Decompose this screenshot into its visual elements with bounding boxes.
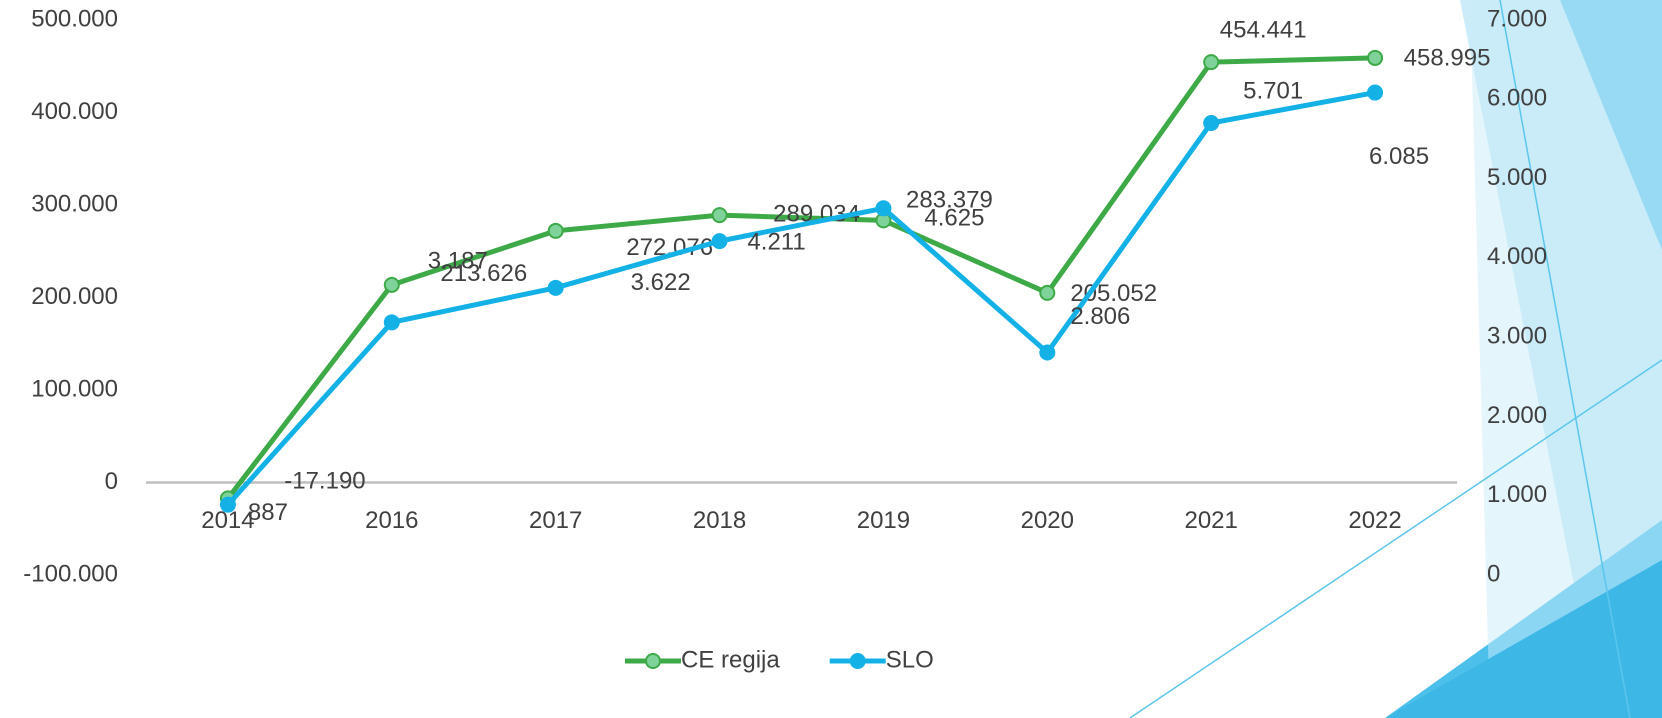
series-line <box>228 58 1375 498</box>
y-tick-label: -100.000 <box>23 560 118 587</box>
data-label: 454.441 <box>1220 16 1307 43</box>
data-label: 5.701 <box>1243 77 1303 104</box>
data-label: 6.085 <box>1369 143 1429 170</box>
marker <box>385 278 399 292</box>
y2-tick-label: 7.000 <box>1487 5 1547 32</box>
marker <box>1368 86 1382 100</box>
marker <box>876 201 890 215</box>
legend-item: CE regija <box>625 646 780 673</box>
marker <box>1204 116 1218 130</box>
legend-label: CE regija <box>681 646 780 673</box>
data-label: 3.187 <box>428 248 488 275</box>
data-label: 2.806 <box>1070 303 1130 330</box>
marker <box>713 234 727 248</box>
decoration <box>1130 0 1662 718</box>
x-tick-label: 2016 <box>365 507 418 534</box>
y2-tick-label: 5.000 <box>1487 164 1547 191</box>
legend-label: SLO <box>886 646 934 673</box>
marker <box>385 315 399 329</box>
y2-tick-label: 6.000 <box>1487 85 1547 112</box>
y-tick-label: 400.000 <box>31 98 118 125</box>
x-tick-label: 2022 <box>1348 507 1401 534</box>
data-label: 458.995 <box>1404 44 1491 71</box>
data-label: 4.211 <box>747 228 805 255</box>
marker <box>549 281 563 295</box>
y2-tick-label: 1.000 <box>1487 481 1547 508</box>
data-label: 3.622 <box>631 269 691 296</box>
y2-tick-label: 3.000 <box>1487 322 1547 349</box>
marker <box>1040 346 1054 360</box>
y-tick-label: 0 <box>105 468 118 495</box>
y2-tick-label: 2.000 <box>1487 402 1547 429</box>
marker <box>713 208 727 222</box>
marker <box>1040 286 1054 300</box>
marker <box>549 224 563 238</box>
data-label: -17.190 <box>284 468 365 495</box>
x-tick-label: 2019 <box>857 507 910 534</box>
marker <box>1368 51 1382 65</box>
x-tick-label: 2021 <box>1184 507 1237 534</box>
data-label: 4.625 <box>924 205 984 232</box>
y2-tick-label: 4.000 <box>1487 243 1547 270</box>
series-line <box>228 93 1375 505</box>
x-tick-label: 2017 <box>529 507 582 534</box>
marker <box>221 498 235 512</box>
y-tick-label: 100.000 <box>31 375 118 402</box>
chart: -100.000 0 100.000 200.000 300.000 400.000 500… <box>0 0 1662 718</box>
x-tick-label: 2018 <box>693 507 746 534</box>
marker <box>1204 55 1218 69</box>
legend-marker <box>646 654 660 668</box>
y-tick-label: 200.000 <box>31 283 118 310</box>
y2-tick-label: 0 <box>1487 560 1500 587</box>
y-tick-label: 300.000 <box>31 190 118 217</box>
legend-marker <box>851 654 865 668</box>
x-tick-label: 2020 <box>1021 507 1074 534</box>
legend-item: SLO <box>830 646 934 673</box>
y-tick-label: 500.000 <box>31 5 118 32</box>
series: 887 3.187 3.622 4.211 4.625 2.806 5.701 6.085 <box>221 77 1429 526</box>
data-label: 887 <box>248 499 288 526</box>
